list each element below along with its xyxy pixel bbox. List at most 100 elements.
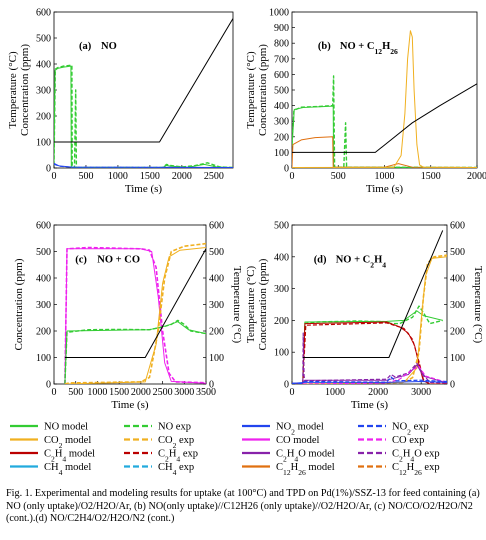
y2-tick-label-d: 0 (450, 380, 455, 391)
series-d-c2h4-exp (302, 322, 447, 384)
x-tick-label-a: 500 (78, 171, 93, 182)
y-axis-label-d: Concentration (ppm) (257, 258, 269, 350)
legend-label-no-model: NO model (44, 422, 88, 433)
y-tick-label-d: 500 (274, 221, 289, 232)
legend-label-co2-model: CO2 model (44, 435, 91, 450)
x-tick-label-a: 0 (52, 171, 57, 182)
x-tick-label-c: 500 (68, 387, 83, 398)
series-d-c2h4o-exp (292, 332, 447, 384)
y-tick-label-b: 400 (274, 101, 289, 112)
y2-tick-label-d: 300 (450, 300, 465, 311)
series-group-c (64, 242, 206, 384)
y2-tick-label-d: 200 (450, 327, 465, 338)
series-a-no-exp (54, 64, 233, 168)
x-tick-label-b: 0 (290, 171, 295, 182)
series-c-temperature (64, 248, 206, 358)
legend-label-c12h26-exp: C12H26 exp (392, 462, 440, 477)
x-tick-label-d: 2000 (368, 387, 388, 398)
legend-label-no-exp: NO exp (158, 422, 191, 433)
legend-label-co-exp: CO exp (392, 435, 424, 446)
x-tick-label-d: 0 (290, 387, 295, 398)
y2-tick-label-c: 600 (209, 221, 224, 232)
x-tick-label-c: 3000 (174, 387, 194, 398)
x-axis-label-a: Time (s) (125, 183, 163, 195)
series-b-no-exp (292, 75, 477, 168)
y2-tick-label-c: 100 (209, 353, 224, 364)
y-axis-label-d: Temperature (°C) (245, 266, 257, 344)
series-b-temperature (292, 83, 477, 153)
legend-label-c2h4o-exp: C2H4O exp (392, 449, 440, 464)
y-tick-label-c: 0 (46, 380, 51, 391)
x-tick-label-c: 2000 (131, 387, 151, 398)
y-tick-label-d: 400 (274, 252, 289, 263)
x-tick-label-b: 2000 (467, 171, 486, 182)
y-tick-label-a: 400 (36, 60, 51, 71)
y-tick-label-a: 600 (36, 8, 51, 19)
y-tick-label-b: 300 (274, 117, 289, 128)
y-tick-label-b: 700 (274, 54, 289, 65)
chart-b: 0 500 1000 1500 2000 0 100 200 300 400 500 600 700 80… (245, 8, 486, 196)
series-d-no2-exp (292, 376, 447, 384)
y-tick-label-c: 100 (36, 353, 51, 364)
y-tick-label-d: 200 (274, 316, 289, 327)
series-c-co2-exp (64, 242, 206, 384)
y-tick-label-a: 100 (36, 138, 51, 149)
y-tick-label-b: 900 (274, 23, 289, 34)
x-tick-label-b: 1500 (421, 171, 441, 182)
series-a-no2-exp (54, 163, 233, 168)
y-tick-label-c: 400 (36, 274, 51, 285)
y-tick-label-b: 800 (274, 39, 289, 50)
x-axis-label-b: Time (s) (366, 183, 404, 195)
x-tick-label-c: 1000 (87, 387, 107, 398)
y2-tick-label-c: 500 (209, 247, 224, 258)
panel-label-a: (a) (79, 41, 92, 52)
y-tick-label-b: 600 (274, 70, 289, 81)
x-axis-label-d: Time (s) (351, 399, 389, 411)
series-c-no-model (64, 321, 206, 384)
y2-tick-label-d: 100 (450, 353, 465, 364)
y2-tick-label-c: 200 (209, 327, 224, 338)
legend-label-no2-model: NO2 model (276, 422, 324, 437)
y2-axis-label-c: Temperature (°C) (231, 266, 243, 344)
series-d-co2-model (302, 256, 447, 384)
y-tick-label-b: 500 (274, 86, 289, 97)
y2-tick-label-c: 300 (209, 300, 224, 311)
x-tick-label-b: 1000 (375, 171, 395, 182)
series-d-no-exp (302, 305, 443, 384)
x-tick-label-a: 1500 (140, 171, 160, 182)
series-d-c2h4-model (302, 321, 447, 384)
y-tick-label-b: 200 (274, 132, 289, 143)
figure-caption: Fig. 1. Experimental and modeling result… (6, 488, 480, 525)
y-axis-label-a: Concentration (ppm) (19, 44, 31, 136)
x-tick-label-c: 2500 (153, 387, 173, 398)
panel-title-b: NO + C12H26 (340, 41, 398, 56)
y-tick-label-c: 200 (36, 327, 51, 338)
series-d-temperature (302, 230, 444, 358)
x-tick-label-c: 3500 (196, 387, 216, 398)
y-tick-label-c: 500 (36, 247, 51, 258)
y-tick-label-a: 500 (36, 34, 51, 45)
x-tick-label-a: 2000 (172, 171, 192, 182)
x-tick-label-d: 1000 (325, 387, 345, 398)
legend-label-co2-exp: CO2 exp (158, 435, 194, 450)
y-tick-label-d: 300 (274, 284, 289, 295)
x-tick-label-b: 500 (331, 171, 346, 182)
y-tick-label-c: 300 (36, 300, 51, 311)
y-axis-label-b: Temperature (°C) (245, 51, 257, 129)
series-group-d (292, 230, 447, 384)
panel-label-b: (b) (318, 41, 331, 52)
series-c-co-exp (64, 246, 206, 384)
y-tick-label-b: 0 (284, 164, 289, 175)
panel-title-c: NO + CO (97, 254, 140, 265)
legend-label-c2h4o-model: C2H4O model (276, 449, 335, 464)
y-axis-label-a: Temperature (°C) (7, 51, 19, 129)
panel-title-d: NO + C2H4 (336, 254, 387, 269)
series-group-b (292, 30, 477, 168)
y-tick-label-a: 0 (46, 164, 51, 175)
series-b-co2-model (292, 30, 477, 168)
y2-tick-label-c: 0 (209, 380, 214, 391)
panel-label-d: (d) (314, 254, 327, 265)
x-tick-label-c: 0 (52, 387, 57, 398)
y2-axis-label-d: Temperature (°C) (472, 266, 484, 344)
